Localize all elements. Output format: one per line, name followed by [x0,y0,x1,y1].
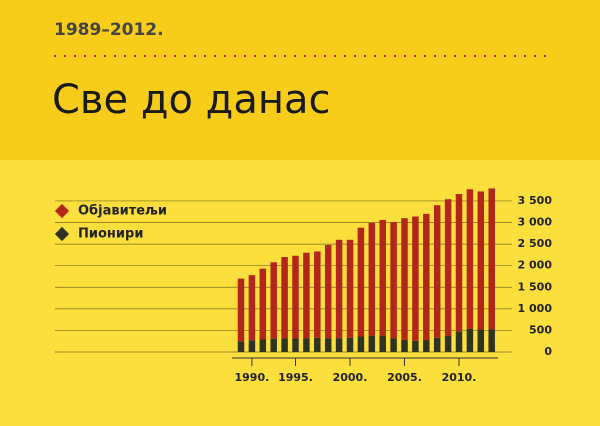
bar-segment [303,338,310,352]
y-tick-label: 0 [544,345,552,358]
chart-title: Све до данас [52,77,331,123]
y-tick-label: 3 000 [518,216,553,229]
body-bg [0,160,600,426]
bar-segment [444,335,452,352]
legend-label: Објавитељи [78,204,167,219]
bar-segment [335,239,343,339]
bar-segment [259,339,267,352]
x-tick-label: 2000. [333,371,368,384]
bar-segment [259,268,267,340]
legend-label: Пионири [78,227,143,242]
bar-segment [237,341,245,352]
bar-segment [423,339,430,352]
bar-segment [368,222,376,336]
bar-segment [477,329,485,352]
bar-segment [314,251,321,338]
bar-segment [357,227,365,337]
bar-segment [314,337,321,352]
bar-segment [455,331,463,352]
x-tick-label: 2005. [387,371,422,384]
bar-segment [237,278,245,342]
bar-segment [488,329,495,352]
bar-segment [390,222,397,339]
y-tick-label: 2 000 [518,259,553,272]
bar-segment [412,340,419,352]
bar-segment [346,337,354,352]
bar-segment [281,257,288,339]
bar-segment [423,213,430,340]
y-tick-label: 2 500 [518,237,553,250]
bar-segment [324,244,332,339]
bar-segment [401,218,408,340]
x-tick-label: 2010. [442,371,477,384]
y-tick-label: 1 000 [518,302,553,315]
bar-segment [270,262,277,339]
bar-segment [248,340,256,352]
bar-segment [368,335,376,352]
bar-segment [270,338,277,352]
bar-segment [433,337,441,352]
bar-segment [433,205,441,338]
bar-segment [357,336,365,352]
x-tick-label: 1995. [278,371,313,384]
bar-segment [455,194,463,332]
bar-segment [248,275,256,341]
bar-segment [488,188,495,330]
bar-segment [444,199,452,336]
bar-segment [346,239,354,338]
bar-segment [303,252,310,339]
subtitle: 1989–2012. [54,20,164,40]
bar-segment [477,191,485,330]
bar-segment [412,216,419,341]
bar-segment [379,335,386,352]
bar-segment [401,339,408,352]
bar-segment [292,255,299,339]
y-tick-label: 3 500 [518,194,553,207]
bar-segment [335,338,343,352]
bar-segment [379,219,386,336]
header-bg [0,0,600,160]
bar-segment [466,328,474,352]
bar-segment [281,338,288,352]
bar-segment [324,338,332,352]
bar-segment [390,338,397,352]
x-tick-label: 1990. [235,371,270,384]
bar-segment [466,189,474,329]
y-tick-label: 1 500 [518,280,553,293]
bar-segment [292,338,299,352]
y-tick-label: 500 [529,323,552,336]
